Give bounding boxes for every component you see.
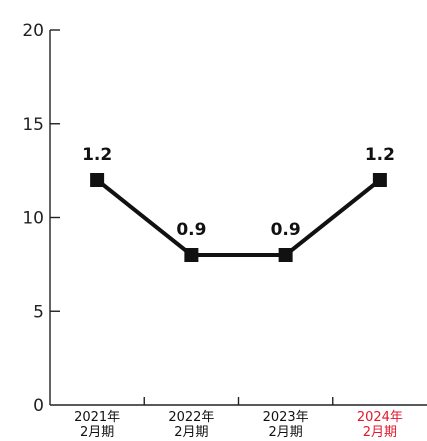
data-label: 0.9: [271, 220, 301, 240]
y-tick-label: 10: [22, 209, 44, 229]
series-line-group: [90, 173, 387, 262]
x-category-label: 2024年 2月期: [357, 410, 403, 440]
data-labels: 1.2 0.9 0.9 1.2: [82, 145, 395, 240]
y-tick-label: 15: [22, 115, 44, 135]
y-axis-ticks: 0 5 10 15 20: [22, 21, 60, 416]
data-point-marker: [184, 248, 199, 262]
y-tick-label: 20: [22, 21, 44, 41]
data-point-marker: [90, 173, 105, 187]
x-category-label: 2021年 2月期: [74, 410, 120, 440]
y-tick-label: 5: [33, 302, 44, 322]
x-category-label: 2022年 2月期: [168, 410, 214, 440]
series-line: [95, 178, 382, 257]
x-axis-categories: 2021年 2月期 2022年 2月期 2023年 2月期 2024年 2月期: [74, 397, 403, 440]
data-label: 1.2: [82, 145, 112, 165]
x-category-label: 2023年 2月期: [263, 410, 309, 440]
data-label: 1.2: [365, 145, 395, 165]
y-tick-label: 0: [33, 396, 44, 416]
data-point-marker: [372, 173, 387, 187]
data-label: 0.9: [176, 220, 206, 240]
data-point-marker: [278, 248, 293, 262]
chart-axes: [49, 30, 427, 406]
